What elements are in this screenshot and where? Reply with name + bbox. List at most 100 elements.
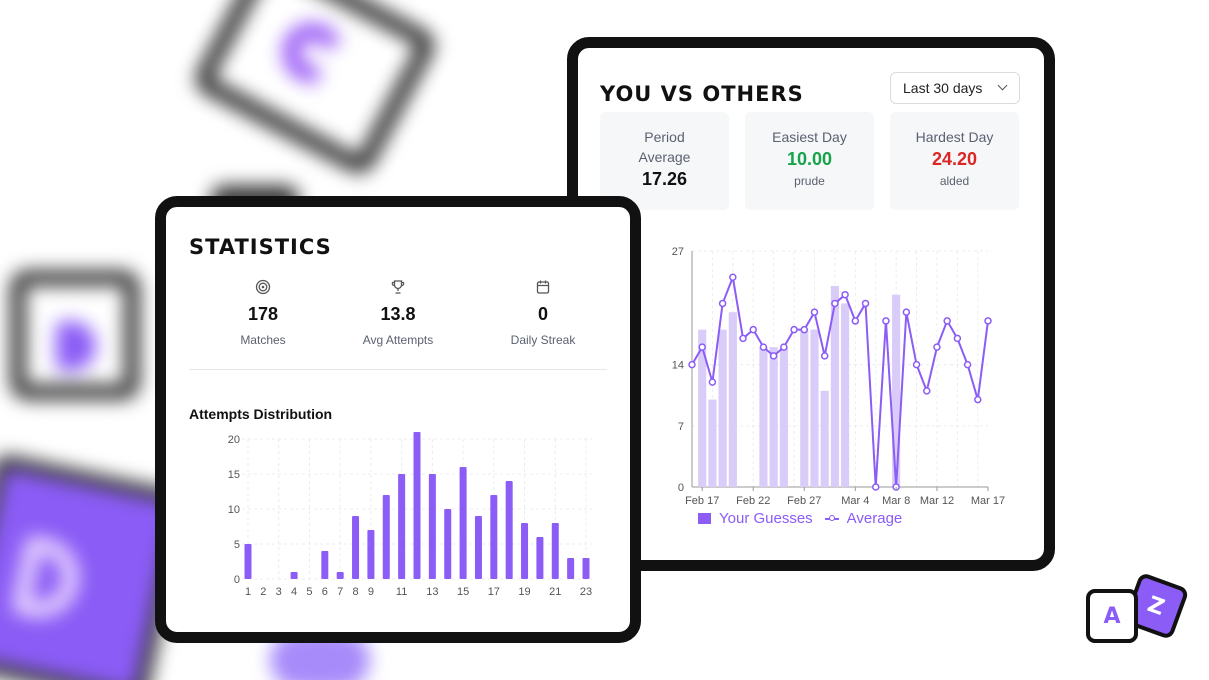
chart-legend: Your Guesses Average	[698, 510, 902, 527]
metric-avg-attempts: 13.8 Avg Attempts	[328, 279, 468, 347]
metric-value: 178	[247, 304, 279, 324]
period-average-box: Period Average 17.26	[600, 112, 729, 210]
distribution-bar	[582, 558, 590, 579]
average-point	[882, 317, 890, 325]
average-point	[708, 378, 717, 386]
calendar-icon	[536, 280, 550, 294]
distribution-bar	[413, 432, 421, 579]
y-tick-label: 5	[234, 539, 240, 551]
period-select[interactable]: Last 30 days	[890, 72, 1020, 104]
deco-letter-c-tile	[189, 0, 441, 180]
average-point	[759, 343, 768, 351]
stat-sub: alded	[939, 174, 970, 188]
you-vs-others-chart: 0 7 14 27 Feb 17 Feb 22 Feb 27 Mar 4 Mar 8 Mar 12…	[672, 246, 1005, 507]
x-tick-label: 13	[426, 586, 438, 598]
stat-value: 10.00	[786, 149, 833, 169]
hardest-day-box: Hardest Day 24.20 alded	[890, 112, 1019, 210]
average-point	[923, 387, 931, 395]
metric-label: Daily Streak	[510, 333, 576, 347]
az-logo: Z A	[1084, 571, 1190, 647]
average-point	[810, 308, 819, 316]
x-tick-label: 15	[457, 586, 469, 598]
y-tick-label: 0	[678, 482, 684, 494]
legend-bars-label[interactable]: Your Guesses	[719, 510, 813, 527]
y-tick-label: 27	[672, 246, 684, 258]
easiest-day-box: Easiest Day 10.00 prude	[745, 112, 874, 210]
target-icon	[255, 279, 271, 295]
guess-bar	[769, 347, 778, 487]
guess-bar	[708, 399, 717, 487]
guess-bar	[759, 347, 768, 487]
distribution-bar	[505, 481, 513, 579]
x-tick-label: 9	[368, 586, 374, 598]
average-point	[698, 343, 706, 351]
x-tick-label: Mar 8	[882, 495, 910, 507]
distribution-bar	[321, 551, 329, 579]
legend-line-label[interactable]: Average	[846, 510, 903, 527]
legend-line-swatch	[824, 514, 839, 521]
distribution-bar	[336, 572, 344, 579]
x-tick-label: 6	[322, 586, 328, 598]
chevron-down-icon	[997, 80, 1008, 91]
average-point	[820, 352, 829, 360]
x-tick-label: Feb 22	[736, 495, 770, 507]
average-line	[691, 273, 989, 488]
metric-label: Avg Attempts	[362, 333, 434, 347]
stat-value: 24.20	[931, 149, 978, 169]
distribution-bar	[536, 537, 544, 579]
distribution-bar	[444, 509, 452, 579]
average-point	[933, 343, 941, 351]
distribution-bar	[428, 474, 436, 579]
guess-bar	[810, 329, 819, 487]
period-select-value: Last 30 days	[903, 80, 983, 96]
distribution-bar	[459, 467, 467, 579]
metric-value: 0	[537, 304, 548, 324]
statistics-card: STATISTICS 178 Matches 13.8 Avg Attempts…	[155, 196, 641, 643]
average-point	[800, 325, 809, 334]
average-point	[780, 343, 788, 351]
average-point	[984, 317, 992, 325]
guess-bar	[892, 294, 901, 487]
distribution-bar	[521, 523, 529, 579]
card-title: STATISTICS	[189, 235, 332, 259]
distribution-bar	[382, 495, 390, 579]
distribution-bar	[567, 558, 575, 579]
distribution-bar	[290, 572, 298, 579]
metric-daily-streak: 0 Daily Streak	[473, 279, 613, 347]
x-tick-label: Feb 17	[685, 495, 719, 507]
y-tick-label: 20	[228, 434, 240, 446]
average-point	[718, 299, 727, 308]
metric-label: Matches	[240, 333, 286, 347]
distribution-bar	[398, 474, 406, 579]
card-title: YOU VS OTHERS	[600, 82, 804, 106]
average-point	[871, 483, 880, 491]
metric-matches: 178 Matches	[193, 279, 333, 347]
y-tick-label: 14	[672, 360, 684, 372]
x-tick-label: 4	[291, 586, 297, 598]
y-tick-label: 7	[678, 421, 684, 433]
average-point	[902, 308, 911, 316]
guess-bar	[779, 347, 788, 487]
x-tick-label: 11	[396, 586, 407, 598]
distribution-bar	[474, 516, 482, 579]
y-tick-label: 0	[234, 574, 240, 586]
average-point	[861, 299, 870, 308]
x-tick-label: 23	[580, 586, 592, 598]
x-tick-label: 17	[488, 586, 500, 598]
guess-bar	[718, 329, 727, 487]
x-tick-label: 3	[276, 586, 282, 598]
x-tick-label: Mar 12	[920, 495, 954, 507]
average-point	[739, 334, 747, 343]
average-point	[831, 299, 839, 308]
x-tick-label: 7	[337, 586, 343, 598]
legend-bar-swatch	[698, 513, 711, 524]
guess-bar	[841, 303, 850, 487]
guess-bar	[820, 390, 829, 487]
average-point	[943, 317, 951, 325]
average-point	[912, 360, 921, 369]
logo-tile-a: A	[1086, 589, 1138, 643]
x-tick-label: 5	[306, 586, 312, 598]
y-tick-label: 15	[228, 469, 240, 481]
stat-sub: prude	[794, 174, 825, 188]
x-tick-label: Mar 17	[971, 495, 1005, 507]
